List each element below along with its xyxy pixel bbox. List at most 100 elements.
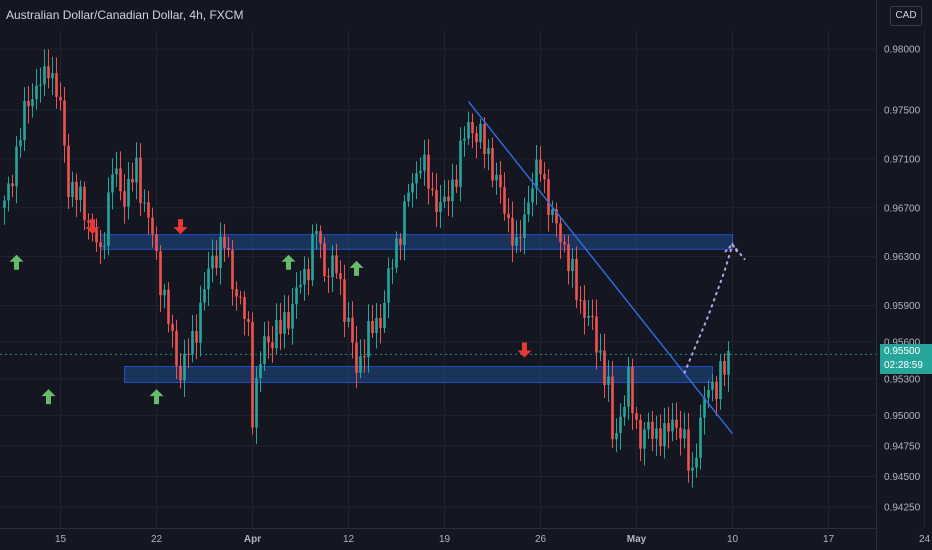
candle-body-53 xyxy=(215,255,218,268)
candle-body-14 xyxy=(59,96,62,101)
projection-path xyxy=(683,242,746,374)
trendline xyxy=(467,101,734,435)
candle-body-82 xyxy=(331,255,334,278)
candle-body-167 xyxy=(671,419,674,432)
candle-body-104 xyxy=(419,170,422,174)
candle-body-116 xyxy=(467,122,470,139)
candle-body-84 xyxy=(339,273,342,280)
candle-body-143 xyxy=(575,258,578,301)
candle-body-62 xyxy=(251,321,254,428)
candle-body-55 xyxy=(223,236,226,248)
candle-body-103 xyxy=(415,173,418,184)
candle-body-33 xyxy=(135,157,138,183)
candle-body-3 xyxy=(15,146,18,187)
candle-body-169 xyxy=(679,427,682,439)
x-tick-label-1: 22 xyxy=(151,534,163,545)
candle-body-65 xyxy=(263,336,266,365)
candle-body-99 xyxy=(399,238,402,245)
candle-body-38 xyxy=(155,234,158,252)
candle-body-154 xyxy=(619,416,622,433)
candle-body-113 xyxy=(455,179,458,187)
candle-body-142 xyxy=(571,258,574,272)
candle-body-10 xyxy=(43,66,46,85)
candle-body-52 xyxy=(211,255,214,269)
candle-body-0 xyxy=(3,200,6,208)
candle-body-112 xyxy=(451,179,454,202)
candle-body-32 xyxy=(131,179,134,183)
candle-body-26 xyxy=(107,192,110,246)
candle-body-115 xyxy=(463,138,466,141)
candle-body-164 xyxy=(659,428,662,447)
y-tick-label-4: 0.96300 xyxy=(884,252,921,263)
candle-body-110 xyxy=(443,196,446,203)
candle-body-90 xyxy=(363,356,366,358)
candle-body-7 xyxy=(31,99,34,107)
candle-body-177 xyxy=(711,381,714,390)
candle-body-171 xyxy=(687,429,690,471)
y-tick-label-7: 0.95300 xyxy=(884,374,921,385)
candle-body-170 xyxy=(683,429,686,439)
x-tick-label-3: 12 xyxy=(343,534,355,545)
candle-body-96 xyxy=(387,268,390,303)
candle-body-71 xyxy=(287,312,290,329)
y-tick-label-11: 0.94250 xyxy=(884,503,921,514)
candle-body-24 xyxy=(99,242,102,248)
candle-body-168 xyxy=(675,419,678,428)
candle-body-85 xyxy=(343,279,346,322)
candle-body-61 xyxy=(247,318,250,322)
candle-body-30 xyxy=(123,191,126,207)
candle-body-122 xyxy=(491,148,494,181)
candle-body-19 xyxy=(79,186,82,200)
candle-body-87 xyxy=(351,317,354,343)
candle-body-173 xyxy=(695,457,698,468)
candle-body-88 xyxy=(355,342,358,373)
candle-body-130 xyxy=(523,214,526,238)
candle-body-180 xyxy=(723,361,726,375)
candle-body-20 xyxy=(83,186,86,221)
last-price-tag: 0.95500 02:28:59 xyxy=(880,344,932,374)
arrow-up-icon-6 xyxy=(349,260,364,276)
candle-body-127 xyxy=(511,218,514,246)
currency-badge[interactable]: CAD xyxy=(890,6,922,26)
candle-body-57 xyxy=(231,249,234,290)
arrow-up-icon-4 xyxy=(149,389,164,405)
candle-body-72 xyxy=(291,304,294,329)
candle-body-160 xyxy=(643,429,646,449)
zone-support xyxy=(124,366,713,383)
candle-body-107 xyxy=(431,188,434,191)
candle-body-86 xyxy=(347,317,350,322)
candle-body-101 xyxy=(407,192,410,202)
candle-body-68 xyxy=(275,319,278,349)
candle-body-140 xyxy=(563,242,566,245)
candle-body-93 xyxy=(375,317,378,334)
candle-body-51 xyxy=(207,268,210,290)
candle-body-165 xyxy=(663,423,666,447)
candle-body-166 xyxy=(667,423,670,432)
y-tick-label-10: 0.94500 xyxy=(884,472,921,483)
candle-body-17 xyxy=(71,181,74,198)
arrow-up-icon-3 xyxy=(41,389,56,405)
candle-body-12 xyxy=(51,73,54,79)
candle-body-145 xyxy=(583,300,586,318)
candle-body-161 xyxy=(647,421,650,430)
arrow-up-icon-0 xyxy=(9,254,24,270)
candle-body-152 xyxy=(611,376,614,440)
candle-body-97 xyxy=(391,267,394,269)
candle-body-21 xyxy=(87,220,90,223)
candle-body-124 xyxy=(499,174,502,188)
x-tick-label-4: 19 xyxy=(439,534,451,545)
candle-body-70 xyxy=(283,312,286,334)
candle-body-13 xyxy=(55,73,58,97)
candle-body-4 xyxy=(19,140,22,147)
candle-body-73 xyxy=(295,287,298,305)
candle-body-18 xyxy=(75,181,78,200)
candle-body-136 xyxy=(547,179,550,216)
candle-body-172 xyxy=(691,467,694,471)
x-tick-label-0: 15 xyxy=(55,534,67,545)
candle-body-15 xyxy=(63,100,66,146)
candle-body-181 xyxy=(727,350,730,375)
x-tick-label-2: Apr xyxy=(244,534,261,545)
candle-body-45 xyxy=(183,353,186,381)
